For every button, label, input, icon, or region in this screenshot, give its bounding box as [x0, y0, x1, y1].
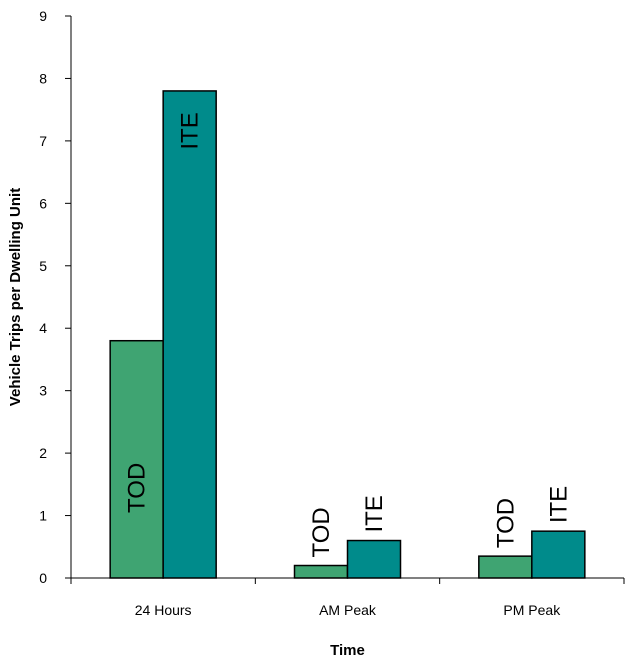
- x-axis-ticks: 24 Hours AM Peak PM Peak: [70, 578, 625, 618]
- y-tick-label: 8: [39, 70, 47, 86]
- x-tick-label: 24 Hours: [135, 602, 192, 618]
- bar-ite-24-hours: [162, 90, 217, 579]
- y-tick-label: 7: [39, 133, 47, 149]
- y-tick-label: 9: [39, 8, 47, 24]
- x-tick-label: PM Peak: [503, 602, 561, 618]
- bar-ite-am-peak: [346, 539, 402, 579]
- bar-label-tod: TOD: [124, 463, 151, 513]
- y-tick-label: 0: [39, 570, 47, 586]
- y-tick-label: 3: [39, 383, 47, 399]
- y-tick-label: 1: [39, 508, 47, 524]
- bar-label-ite: ITE: [545, 486, 572, 523]
- y-tick-label: 5: [39, 258, 47, 274]
- y-tick-label: 4: [39, 320, 47, 336]
- y-tick-label: 2: [39, 445, 47, 461]
- bar-label-tod: TOD: [308, 507, 335, 557]
- bars-group: [109, 90, 586, 579]
- x-axis-title: Time: [330, 642, 365, 659]
- bar-tod-am-peak: [293, 564, 349, 579]
- y-axis-ticks: 0 1 2 3 4 5 6 7 8 9: [39, 8, 71, 586]
- bar-label-ite: ITE: [361, 495, 388, 532]
- bar-ite-pm-peak: [531, 530, 586, 579]
- bar-tod-pm-peak: [478, 555, 533, 579]
- bar-label-tod: TOD: [492, 498, 519, 548]
- bar-tod-24-hours: [109, 339, 164, 579]
- bar-labels-group: TOD ITE TOD ITE TOD ITE: [124, 112, 573, 557]
- y-tick-label: 6: [39, 195, 47, 211]
- y-axis-title: Vehicle Trips per Dwelling Unit: [7, 188, 24, 406]
- x-tick-label: AM Peak: [319, 602, 377, 618]
- bar-label-ite: ITE: [177, 112, 204, 149]
